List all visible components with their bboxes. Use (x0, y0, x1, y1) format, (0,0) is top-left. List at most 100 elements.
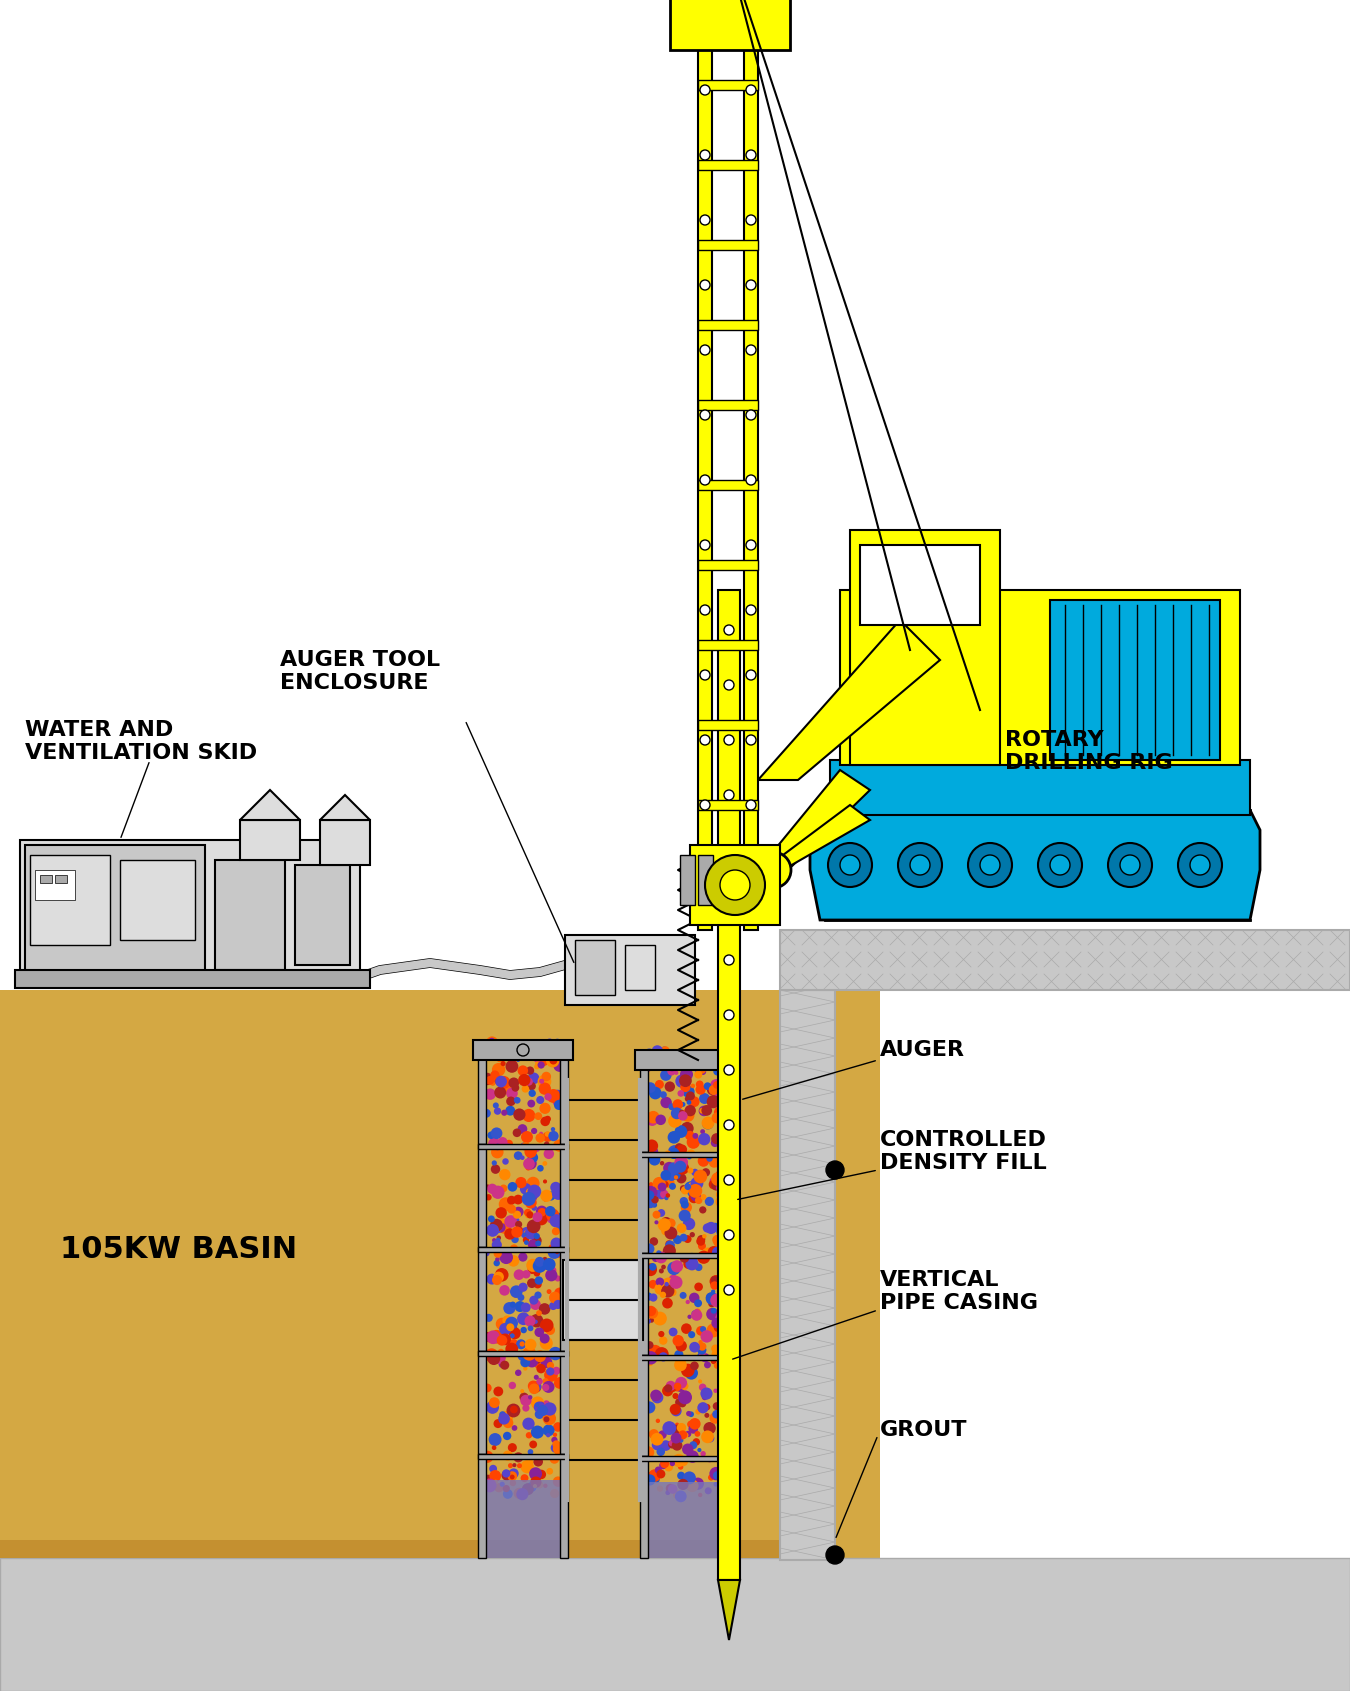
Circle shape (724, 900, 734, 910)
Circle shape (687, 1314, 691, 1319)
Circle shape (663, 1245, 676, 1258)
Circle shape (520, 1155, 525, 1160)
Circle shape (506, 1087, 518, 1099)
Circle shape (540, 1103, 551, 1114)
Circle shape (666, 1194, 670, 1197)
Circle shape (724, 626, 734, 636)
Circle shape (526, 1211, 533, 1219)
Circle shape (688, 1419, 701, 1429)
Circle shape (544, 1368, 558, 1382)
Circle shape (543, 1483, 548, 1488)
Circle shape (671, 1170, 680, 1180)
Circle shape (493, 1272, 504, 1282)
Circle shape (690, 1177, 703, 1190)
Circle shape (898, 844, 942, 888)
Bar (698, 401, 757, 409)
Circle shape (694, 1309, 699, 1314)
Circle shape (554, 1038, 562, 1045)
Circle shape (535, 1292, 541, 1299)
Circle shape (528, 1449, 533, 1454)
Circle shape (524, 1316, 536, 1327)
Circle shape (709, 1300, 716, 1307)
Circle shape (494, 1483, 504, 1493)
Circle shape (656, 1152, 660, 1157)
Circle shape (498, 1349, 504, 1354)
Circle shape (703, 1404, 710, 1410)
Circle shape (747, 85, 756, 95)
Circle shape (698, 1243, 706, 1250)
Circle shape (676, 1261, 682, 1265)
Circle shape (644, 1351, 657, 1365)
Circle shape (535, 1404, 539, 1407)
Circle shape (543, 1197, 547, 1201)
Circle shape (694, 1070, 702, 1079)
Circle shape (494, 1143, 501, 1150)
Circle shape (554, 1422, 563, 1432)
Circle shape (670, 1461, 675, 1466)
Circle shape (706, 1324, 721, 1338)
Bar (698, 240, 757, 250)
Bar (55, 874, 68, 883)
Circle shape (702, 1116, 714, 1130)
Circle shape (684, 1057, 697, 1069)
Circle shape (551, 1212, 564, 1226)
Bar (698, 639, 757, 649)
Circle shape (666, 1490, 671, 1495)
Circle shape (500, 1361, 509, 1370)
Circle shape (711, 1246, 724, 1258)
Circle shape (647, 1114, 657, 1126)
Circle shape (703, 1108, 707, 1113)
Circle shape (701, 736, 710, 746)
Circle shape (552, 1228, 560, 1236)
Circle shape (487, 1131, 495, 1140)
Circle shape (656, 1277, 664, 1287)
Bar (0, 1557, 1350, 1691)
Circle shape (724, 1285, 734, 1295)
Bar (640, 1253, 648, 1354)
Circle shape (684, 1431, 691, 1437)
Circle shape (695, 1174, 705, 1182)
Bar (722, 1253, 730, 1354)
Circle shape (545, 1211, 559, 1224)
Circle shape (528, 1152, 539, 1163)
Circle shape (655, 1251, 667, 1263)
Circle shape (670, 1404, 680, 1415)
Circle shape (543, 1424, 555, 1436)
Circle shape (554, 1059, 566, 1072)
Circle shape (491, 1165, 501, 1174)
Circle shape (540, 1336, 552, 1349)
Circle shape (552, 1101, 558, 1106)
Circle shape (679, 1437, 683, 1442)
Circle shape (535, 1113, 543, 1119)
Circle shape (711, 1113, 722, 1123)
Circle shape (490, 1219, 504, 1231)
Circle shape (506, 1096, 516, 1106)
Circle shape (495, 1238, 501, 1243)
Circle shape (679, 1400, 686, 1407)
Circle shape (697, 1234, 705, 1243)
Circle shape (667, 1067, 676, 1075)
Circle shape (680, 1185, 690, 1194)
Circle shape (713, 1236, 725, 1248)
Circle shape (500, 1143, 505, 1148)
Circle shape (489, 1038, 495, 1045)
Circle shape (691, 1168, 699, 1177)
Circle shape (548, 1246, 560, 1258)
Circle shape (672, 1099, 683, 1109)
Circle shape (705, 1197, 714, 1206)
Circle shape (483, 1333, 493, 1341)
Circle shape (675, 1341, 687, 1351)
Circle shape (532, 1236, 541, 1246)
Circle shape (535, 1064, 540, 1069)
Circle shape (513, 1270, 524, 1280)
Circle shape (699, 1108, 705, 1114)
Circle shape (699, 1383, 706, 1392)
Circle shape (703, 1422, 716, 1434)
Circle shape (516, 1059, 520, 1062)
Circle shape (826, 1546, 844, 1564)
Circle shape (680, 1202, 693, 1212)
Circle shape (724, 1065, 734, 1075)
Polygon shape (320, 795, 370, 820)
Circle shape (517, 1312, 529, 1326)
Circle shape (502, 1485, 510, 1491)
